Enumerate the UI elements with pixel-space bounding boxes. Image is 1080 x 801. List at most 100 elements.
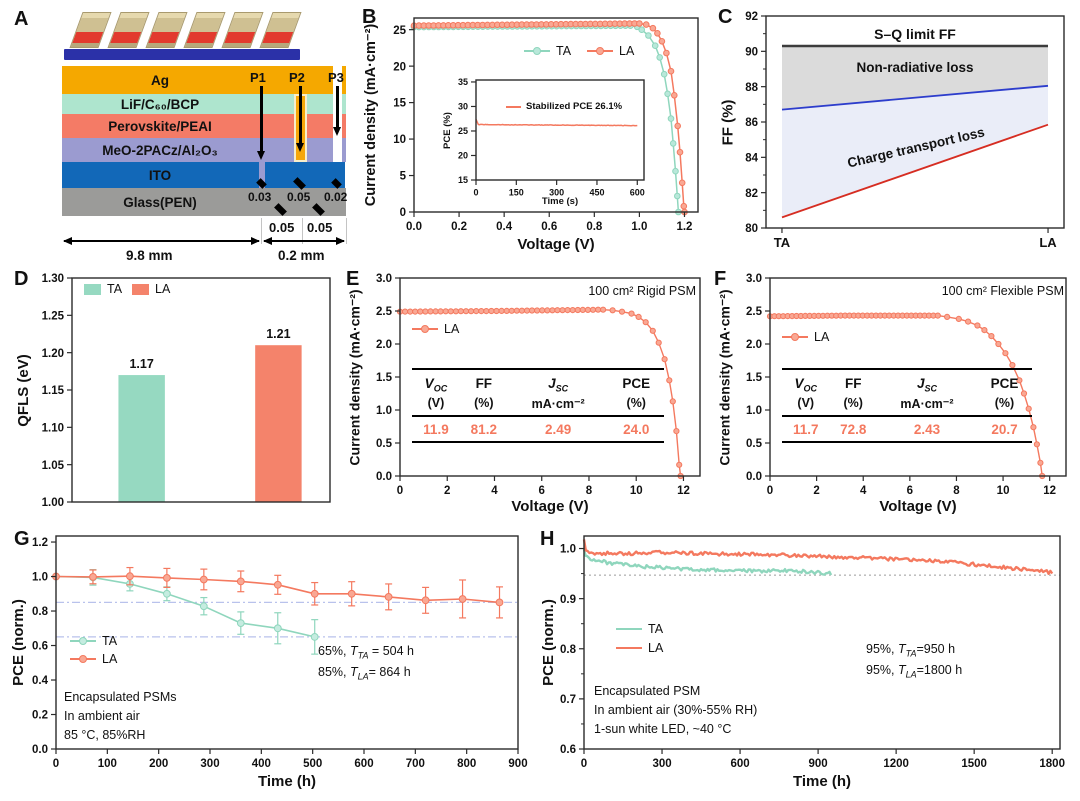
- data-point: [1025, 405, 1032, 412]
- x-tick-label: 0: [53, 758, 59, 770]
- y-tick-label: 20: [458, 151, 468, 161]
- data-point: [518, 307, 525, 314]
- jv-table-value: 2.43: [913, 421, 941, 437]
- g-t80-annotation: 65%, TTA = 504 h 85%, TLA= 864 h: [318, 644, 414, 682]
- TA-swatch: [616, 624, 642, 634]
- x-tick-label: 0.4: [496, 221, 513, 233]
- qfls-bar-chart: 1.17 1.21 1.00 1.05 1.10 1.15 1.20 1.25 1.30: [42, 273, 331, 509]
- jv-table-unit: (%): [474, 395, 494, 410]
- e-jv-table: VOC FF JSC PCE (V) (%) mA·cm⁻² (%) 11.9 81.2 2.49 2…: [412, 368, 664, 443]
- p3-arrow-icon: [333, 86, 340, 136]
- legend-label: TA: [107, 282, 123, 296]
- x-tick-label: 0.8: [586, 221, 603, 233]
- bar-value-label: 1.17: [129, 357, 153, 371]
- jv-table-header: PCE: [622, 376, 651, 391]
- series-line-TA: [55, 575, 315, 638]
- h-t95-annotation: 95%, TTA=950 h 95%, TLA=1800 h: [866, 642, 963, 680]
- data-point: [495, 598, 504, 607]
- y-tick-label: 1.00: [42, 497, 64, 509]
- data-point: [667, 67, 675, 75]
- y-tick-label: 1.2: [32, 537, 48, 549]
- dead-width-label: 0.2 mm: [278, 248, 325, 263]
- plot-frame: [413, 17, 699, 213]
- legend-label: TA: [556, 44, 572, 58]
- y-tick-label: 86: [745, 117, 758, 129]
- data-point: [672, 167, 679, 175]
- jv-table-value: 20.7: [991, 421, 1018, 437]
- x-tick-label: 600: [730, 758, 749, 770]
- data-point: [589, 306, 597, 313]
- data-point: [89, 573, 97, 581]
- inset-legend: Stabilized PCE 26.1%: [506, 101, 622, 112]
- panel-f-label: F: [714, 268, 727, 290]
- data-point: [549, 307, 556, 314]
- panel-h-label: H: [540, 528, 555, 550]
- data-point: [1033, 441, 1040, 448]
- data-point: [609, 307, 616, 314]
- p1-arrow-icon: [257, 86, 264, 160]
- legend-label: LA: [155, 282, 171, 296]
- jv-table-header: FF: [845, 376, 862, 391]
- data-point: [995, 340, 1002, 348]
- data-point: [669, 140, 677, 147]
- p3-label: P3: [328, 70, 344, 85]
- data-point: [273, 624, 282, 633]
- x-tick-label: 0: [581, 758, 587, 770]
- LA-swatch: [132, 283, 150, 295]
- layer-lif-c-bcp: LiF/C₆₀/BCP: [62, 94, 346, 114]
- jv-table-unit: (V): [427, 395, 445, 410]
- data-point: [528, 307, 536, 314]
- bar-value-label: 1.21: [266, 327, 290, 341]
- data-point: [669, 398, 676, 405]
- data-point: [674, 192, 681, 200]
- chart-legend: TA LA: [70, 634, 117, 666]
- jv-table-value: 72.8: [840, 421, 867, 437]
- device-stack: Glass(PEN) ITO MeO-2PACz/Al₂O₃ Perovskite/P…: [62, 66, 350, 216]
- light-soak-chart: 0 300 600 900 1200 1500 1800 0.6 0.7 0.8 0.9 1.0: [560, 535, 1065, 770]
- data-point: [273, 580, 282, 589]
- x-tick-label: 500: [303, 758, 322, 770]
- data-point: [574, 306, 581, 314]
- data-point: [988, 333, 995, 340]
- inset-x-axis-title: Time (s): [541, 196, 579, 207]
- data-point: [654, 30, 661, 37]
- data-point: [384, 593, 393, 601]
- TA-swatch: [84, 283, 101, 295]
- x-tick-label: 10: [630, 485, 643, 497]
- data-point: [473, 308, 480, 315]
- y-tick-label: 35: [458, 77, 468, 87]
- bar-1.21: [255, 345, 302, 502]
- x-tick-label: 0: [767, 485, 773, 497]
- data-point: [478, 308, 485, 315]
- legend-label: LA: [619, 44, 635, 58]
- y-tick-label: 82: [745, 188, 758, 200]
- data-point: [417, 308, 424, 315]
- inset-y-axis-title: PCE (%): [441, 111, 453, 149]
- data-point: [199, 602, 208, 611]
- data-point: [534, 307, 541, 314]
- width-arrow-left-icon: [63, 236, 260, 245]
- x-tick-label: 0.0: [406, 221, 422, 233]
- active-width-label: 9.8 mm: [126, 248, 173, 263]
- y-tick-label: 0.5: [746, 438, 763, 450]
- data-point: [664, 90, 671, 98]
- data-point: [642, 21, 650, 28]
- data-point: [1009, 362, 1016, 369]
- y-tick-label: 1.0: [560, 544, 576, 556]
- y-tick-label: 1.05: [42, 460, 65, 472]
- e-y-axis-title: Current density (mA·cm⁻²): [346, 288, 363, 466]
- data-point: [483, 308, 490, 315]
- data-point: [468, 308, 475, 315]
- data-point: [642, 319, 649, 326]
- jv-table-value: 2.49: [545, 421, 572, 437]
- data-point: [310, 589, 319, 598]
- p2-label: P2: [289, 70, 305, 85]
- y-tick-label: 0.2: [32, 710, 48, 722]
- TA-swatch: [524, 46, 550, 56]
- panel-a-label: A: [14, 8, 29, 30]
- y-tick-label: 1.0: [32, 572, 48, 584]
- data-point: [584, 306, 591, 314]
- plot-frame: [55, 535, 519, 750]
- y-tick-label: 0.0: [32, 744, 48, 756]
